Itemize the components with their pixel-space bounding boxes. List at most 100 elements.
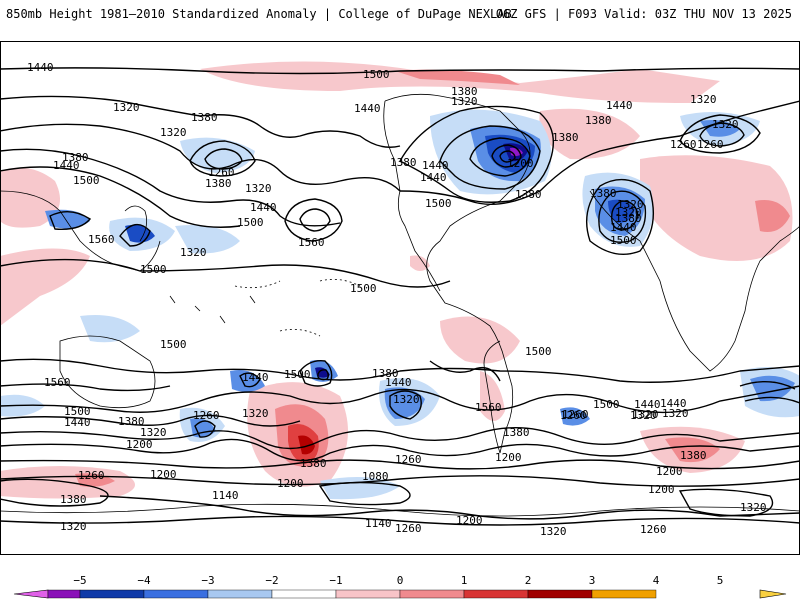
contour-label: 1320 <box>712 118 739 131</box>
contour-line <box>0 515 800 526</box>
contour-label: 1320 <box>60 520 87 533</box>
valid-time: 06Z GFS | F093 Valid: 03Z THU NOV 13 202… <box>495 7 792 21</box>
contour-line <box>204 148 243 170</box>
anomaly-neg-northpacific <box>175 225 240 254</box>
contour-label: 1320 <box>393 393 420 406</box>
contour-label: 1200 <box>126 438 153 451</box>
contour-line <box>0 258 451 288</box>
contour-label: 1380 <box>552 131 579 144</box>
contour-label: 1500 <box>593 398 620 411</box>
contour-label: 1260 <box>562 408 589 421</box>
contour-label: 1380 <box>300 457 327 470</box>
anomaly-pos-africa-europe <box>640 155 793 261</box>
contour-label: 1380 <box>615 212 642 225</box>
contour-line <box>699 122 745 147</box>
colorbar-tick-label: 3 <box>589 574 596 587</box>
contour-label: 1320 <box>540 525 567 538</box>
contour-label: 1320 <box>617 198 644 211</box>
contour-label: 1500 <box>140 263 167 276</box>
colorbar-segment <box>591 589 657 599</box>
contour-label: 1080 <box>362 470 389 483</box>
colorbar-ticks: −5 −4 −3 −2 −1 0 1 2 3 4 5 <box>73 574 723 587</box>
contour-label: 1440 <box>385 376 412 389</box>
contour-label: 1440 <box>610 221 637 234</box>
contour-line <box>0 123 401 192</box>
colorbar-tick-label: −5 <box>73 574 86 587</box>
colorbar-tick-label: 2 <box>525 574 532 587</box>
coastline-australia <box>59 335 156 409</box>
coastline-americas-east <box>384 93 531 454</box>
coastline-pacific-islands <box>234 278 361 337</box>
contour-label: 1320 <box>630 409 657 422</box>
colorbar-segment <box>207 589 273 599</box>
anomaly-neg-antarctic <box>320 477 400 500</box>
contour-line <box>318 481 411 506</box>
contour-line <box>99 495 800 520</box>
contour-label: 1560 <box>88 233 115 246</box>
colorbar-tick-label: 4 <box>653 574 660 587</box>
contour-line <box>239 372 261 388</box>
contour-line <box>0 166 241 228</box>
contour-line <box>299 208 331 232</box>
anomaly-neg-bering <box>180 137 255 173</box>
contour-label: 1500 <box>237 216 264 229</box>
anomaly-pos-arctic-core <box>395 69 520 85</box>
anomaly-neg-asia <box>45 209 90 229</box>
contour-label: 1560 <box>298 236 325 249</box>
anomaly-neg-southatlantic <box>560 407 590 426</box>
contour-label: 1500 <box>284 368 311 381</box>
map-background <box>0 41 800 555</box>
colorbar-segment <box>271 589 337 599</box>
anomaly-neg-southeast-pacific-mid <box>384 387 425 419</box>
contour-label: 1380 <box>680 449 707 462</box>
anomaly-neg-tasman-core <box>190 418 216 438</box>
colorbar-tick-label: −2 <box>265 574 278 587</box>
contour-label: 1380 <box>585 114 612 127</box>
colorbar-tick-label: 0 <box>397 574 404 587</box>
contour-line <box>317 369 329 381</box>
contour-label: 1380 <box>503 426 530 439</box>
contour-label: 1380 <box>372 367 399 380</box>
contour-label: 1320 <box>180 246 207 259</box>
contour-line <box>0 385 800 414</box>
contour-label: 1440 <box>250 201 277 214</box>
contour-label: 1500 <box>525 345 552 358</box>
contour-label: 1320 <box>245 182 272 195</box>
contour-line <box>0 414 301 427</box>
contour-line <box>439 125 541 190</box>
contour-line <box>0 383 171 392</box>
contour-line <box>0 475 800 487</box>
contour-line <box>678 488 774 517</box>
coastline-americas-west <box>383 100 441 292</box>
contour-label: 1320 <box>140 426 167 439</box>
contour-line <box>0 427 800 450</box>
contour-line <box>49 211 92 230</box>
contour-label: 1440 <box>634 398 661 411</box>
contour-line <box>429 360 501 382</box>
contour-line <box>491 144 522 168</box>
coastline-asia <box>0 190 161 272</box>
contour-label: 1200 <box>656 465 683 478</box>
contour-label: 1140 <box>365 517 392 530</box>
colorbar-segments <box>13 589 787 599</box>
contour-label: 1380 <box>515 188 542 201</box>
map-title: 850mb Height 1981–2010 Standardized Anom… <box>6 7 512 21</box>
contour-label: 1200 <box>150 468 177 481</box>
colorbar-legend: −5 −4 −3 −2 −1 0 1 2 3 4 5 <box>0 570 800 600</box>
contour-label: 1320 <box>690 93 717 106</box>
contour-label: 1440 <box>422 159 449 172</box>
contour-label: 1440 <box>354 102 381 115</box>
colorbar-segment <box>399 589 465 599</box>
contour-label: 1260 <box>670 138 697 151</box>
colorbar-tick-label: −4 <box>137 574 151 587</box>
contour-line <box>0 67 800 75</box>
contour-line <box>0 358 800 383</box>
contour-line <box>739 381 800 404</box>
colorbar-tick-label: −3 <box>201 574 214 587</box>
contour-label: 1500 <box>73 174 100 187</box>
colorbar-segment <box>143 589 209 599</box>
colorbar-segment <box>527 589 593 599</box>
contour-line <box>399 105 554 203</box>
coastline-islands <box>169 295 256 324</box>
contour-label: 1320 <box>113 101 140 114</box>
